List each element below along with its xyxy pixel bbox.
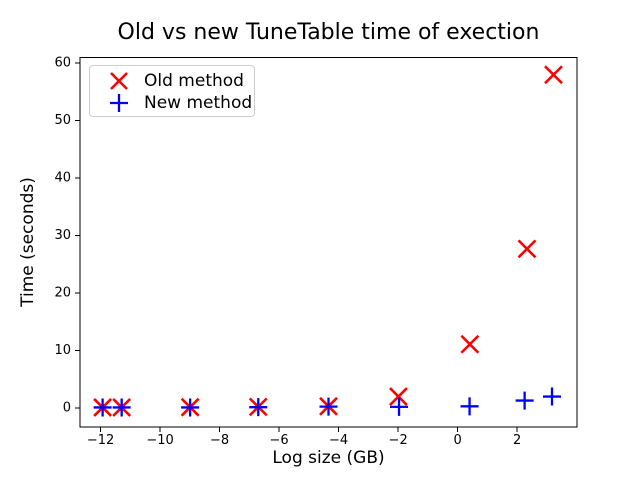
data-point-new-method — [181, 398, 200, 417]
chart-title: Old vs new TuneTable time of exection — [117, 20, 540, 45]
y-tick-label: 60 — [54, 56, 71, 71]
data-point-new-method — [460, 397, 479, 416]
x-axis-label: Log size (GB) — [272, 448, 385, 468]
legend: Old method New method — [89, 65, 255, 117]
data-point-new-method — [515, 391, 534, 410]
x-tick-label: −4 — [329, 433, 348, 448]
y-tick-label: 30 — [54, 228, 71, 243]
data-point-new-method — [390, 397, 409, 416]
x-tick-label: −12 — [87, 433, 114, 448]
y-tick-label: 10 — [54, 343, 71, 358]
data-point-new-method — [93, 398, 112, 417]
x-tick-label: −8 — [210, 433, 229, 448]
data-point-new-method — [249, 398, 268, 417]
x-marker-icon — [110, 72, 128, 90]
data-point-new-method — [543, 387, 562, 406]
x-tick-label: 2 — [513, 433, 521, 448]
data-point-new-method — [319, 397, 338, 416]
y-tick-label: 40 — [54, 171, 71, 186]
y-axis-label: Time (seconds) — [18, 177, 38, 307]
legend-entry-old-method: Old method — [96, 70, 254, 92]
y-tick-label: 20 — [54, 286, 71, 301]
legend-label: New method — [144, 93, 253, 113]
x-tick-label: −6 — [270, 433, 289, 448]
data-point-old-method — [517, 239, 537, 259]
data-point-old-method — [544, 65, 563, 85]
plus-marker-icon — [110, 94, 128, 112]
y-tick-label: 0 — [63, 401, 71, 416]
data-point-old-method — [389, 387, 408, 406]
x-tick-label: −2 — [389, 433, 408, 448]
data-point-old-method — [460, 334, 480, 354]
y-tick-label: 50 — [54, 113, 71, 128]
legend-entry-new-method: New method — [96, 92, 254, 114]
x-tick-label: 0 — [454, 433, 462, 448]
plot-area-border — [79, 57, 578, 428]
legend-label: Old method — [144, 71, 244, 91]
data-point-new-method — [112, 398, 131, 417]
x-tick-label: −10 — [146, 433, 173, 448]
